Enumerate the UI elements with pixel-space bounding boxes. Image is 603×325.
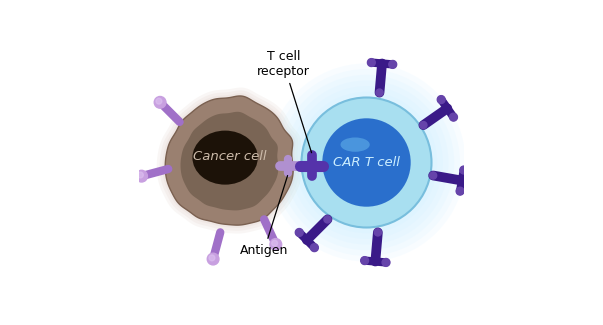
Circle shape xyxy=(311,244,318,252)
Circle shape xyxy=(272,240,277,246)
Polygon shape xyxy=(180,112,279,210)
Ellipse shape xyxy=(267,63,466,262)
Polygon shape xyxy=(162,93,296,228)
Circle shape xyxy=(324,216,331,223)
Polygon shape xyxy=(165,96,293,225)
Circle shape xyxy=(295,228,303,236)
Circle shape xyxy=(322,118,411,207)
Ellipse shape xyxy=(290,86,443,239)
Text: T cell
receptor: T cell receptor xyxy=(257,50,312,153)
Circle shape xyxy=(389,60,397,68)
Circle shape xyxy=(429,172,437,179)
Circle shape xyxy=(209,255,215,261)
Text: Cancer cell: Cancer cell xyxy=(193,150,267,162)
Circle shape xyxy=(137,172,144,178)
Circle shape xyxy=(460,166,468,174)
Circle shape xyxy=(270,239,282,250)
Circle shape xyxy=(156,98,162,104)
Circle shape xyxy=(154,97,166,108)
Ellipse shape xyxy=(273,69,460,256)
Ellipse shape xyxy=(192,131,258,185)
Circle shape xyxy=(367,58,375,67)
Circle shape xyxy=(361,257,368,265)
Circle shape xyxy=(437,96,445,103)
Ellipse shape xyxy=(296,92,437,233)
Circle shape xyxy=(456,187,464,195)
Circle shape xyxy=(207,253,219,265)
Circle shape xyxy=(136,170,147,182)
Circle shape xyxy=(374,229,382,236)
Circle shape xyxy=(420,122,427,129)
Circle shape xyxy=(302,98,432,228)
Text: CAR T cell: CAR T cell xyxy=(333,156,400,169)
Ellipse shape xyxy=(279,75,454,250)
Circle shape xyxy=(382,258,390,266)
Ellipse shape xyxy=(285,81,449,244)
Polygon shape xyxy=(157,87,302,234)
Ellipse shape xyxy=(341,137,370,152)
Circle shape xyxy=(450,113,458,121)
Polygon shape xyxy=(160,90,299,231)
Circle shape xyxy=(376,89,383,96)
Text: Antigen: Antigen xyxy=(240,176,288,257)
